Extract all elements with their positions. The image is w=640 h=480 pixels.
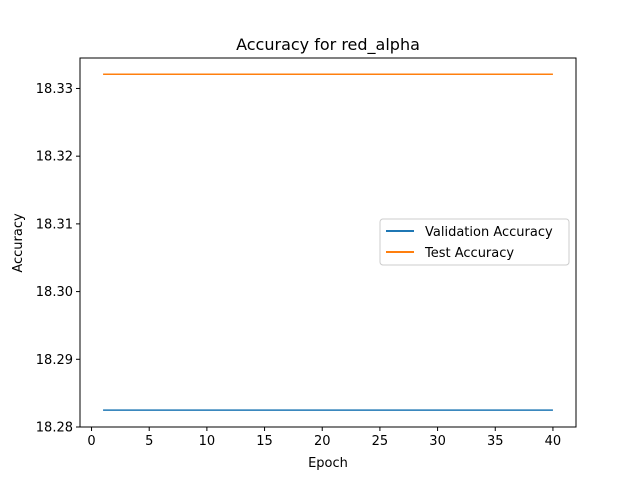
chart-title: Accuracy for red_alpha bbox=[236, 35, 420, 55]
x-axis-label: Epoch bbox=[308, 456, 348, 471]
y-tick-label: 18.31 bbox=[36, 217, 73, 232]
legend-box bbox=[379, 218, 570, 266]
legend: Validation Accuracy Test Accuracy bbox=[379, 218, 570, 266]
y-axis-ticks: 18.28 18.29 18.30 18.31 18.32 18.33 bbox=[36, 82, 80, 436]
x-tick-label: 15 bbox=[256, 434, 273, 449]
x-tick-label: 20 bbox=[314, 434, 331, 449]
x-tick-label: 0 bbox=[87, 434, 95, 449]
x-tick-label: 10 bbox=[199, 434, 216, 449]
y-axis-label: Accuracy bbox=[11, 213, 26, 273]
x-tick-label: 30 bbox=[429, 434, 446, 449]
x-tick-label: 25 bbox=[372, 434, 389, 449]
x-tick-label: 40 bbox=[545, 434, 562, 449]
x-tick-label: 35 bbox=[487, 434, 504, 449]
y-tick-label: 18.28 bbox=[36, 421, 73, 436]
x-tick-label: 5 bbox=[145, 434, 153, 449]
y-tick-label: 18.30 bbox=[36, 285, 73, 300]
y-tick-label: 18.33 bbox=[36, 82, 73, 97]
series-layer bbox=[103, 73, 553, 411]
y-tick-label: 18.29 bbox=[36, 353, 73, 368]
plot-frame bbox=[79, 57, 577, 428]
x-axis-ticks: 0 5 10 15 20 25 30 35 40 bbox=[87, 427, 561, 449]
legend-label-validation: Validation Accuracy bbox=[425, 225, 553, 240]
y-tick-label: 18.32 bbox=[36, 150, 73, 165]
legend-label-test: Test Accuracy bbox=[424, 246, 514, 261]
